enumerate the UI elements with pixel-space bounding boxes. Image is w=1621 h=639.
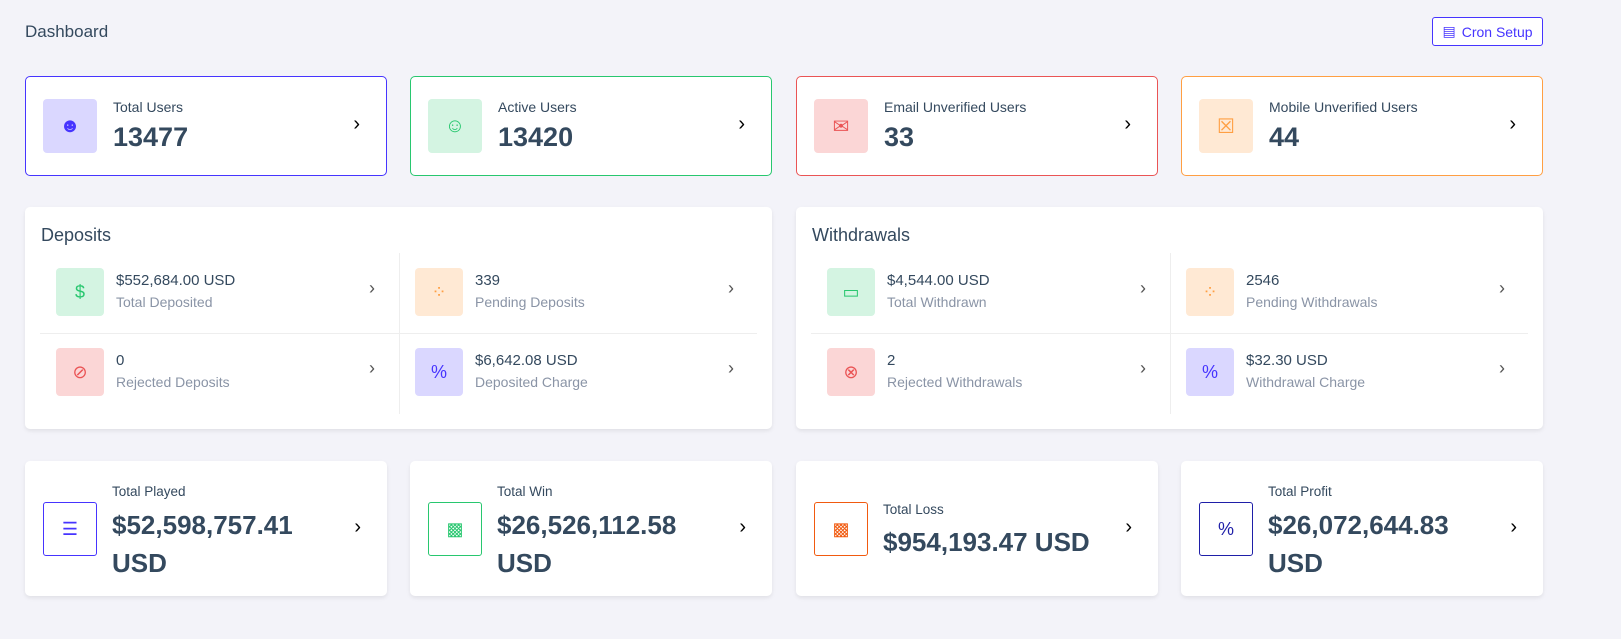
game-stat-card[interactable]: ▩ Total Loss $954,193.47 USD ›: [796, 461, 1158, 596]
stat-value: $954,193.47 USD: [883, 527, 1090, 557]
user-stat-card[interactable]: ✉ Email Unverified Users 33 ›: [796, 76, 1158, 176]
withdrawals-stat-item[interactable]: ▭ $4,544.00 USD Total Withdrawn ›: [811, 253, 1170, 333]
withdrawals-stat-item[interactable]: ⊗ 2 Rejected Withdrawals ›: [811, 333, 1170, 413]
user-stat-card[interactable]: ☒ Mobile Unverified Users 44 ›: [1181, 76, 1543, 176]
deposits-stat-item[interactable]: ⁘ 339 Pending Deposits ›: [399, 253, 758, 333]
stat-label: Total Loss: [883, 502, 944, 517]
chevron-right-icon[interactable]: ›: [369, 358, 375, 378]
chevron-right-icon[interactable]: ›: [1140, 358, 1146, 378]
chevron-right-icon[interactable]: ›: [728, 358, 734, 378]
stat-label: Total Deposited: [116, 294, 213, 310]
withdrawals-stat-item[interactable]: % $32.30 USD Withdrawal Charge ›: [1170, 333, 1529, 413]
percent-icon: %: [1186, 348, 1234, 396]
chevron-right-icon[interactable]: ›: [739, 516, 746, 538]
envelope-icon: ✉: [814, 99, 868, 153]
stat-value: 2: [887, 352, 896, 369]
chevron-right-icon[interactable]: ›: [728, 278, 734, 298]
stat-value: 13420: [498, 122, 574, 152]
deposits-stat-item[interactable]: $ $552,684.00 USD Total Deposited ›: [40, 253, 399, 333]
deposits-panel: Deposits $ $552,684.00 USD Total Deposited ›…: [25, 207, 772, 429]
stat-label: Pending Deposits: [475, 294, 585, 310]
stat-label: Total Profit: [1268, 484, 1332, 499]
cron-setup-label: Cron Setup: [1461, 23, 1533, 40]
stat-value: 44: [1269, 122, 1300, 152]
stat-label: Active Users: [498, 99, 577, 115]
chevron-right-icon[interactable]: ›: [738, 113, 745, 135]
times-circle-icon: ⊗: [827, 348, 875, 396]
divider: [40, 333, 757, 334]
stat-value: 339: [475, 272, 501, 289]
stat-label: Pending Withdrawals: [1246, 294, 1378, 310]
user-stat-card[interactable]: ☻ Total Users 13477 ›: [25, 76, 387, 176]
chevron-right-icon[interactable]: ›: [1499, 278, 1505, 298]
chevron-right-icon[interactable]: ›: [1140, 278, 1146, 298]
stat-value: $26,526,112.58 USD: [497, 510, 677, 578]
stat-label: Mobile Unverified Users: [1269, 99, 1418, 115]
game-stat-card[interactable]: % Total Profit $26,072,644.83 USD ›: [1181, 461, 1543, 596]
stat-label: Withdrawal Charge: [1246, 374, 1366, 390]
chevron-right-icon[interactable]: ›: [353, 113, 360, 135]
divider: [811, 333, 1528, 334]
money-bill-icon: ▩: [428, 502, 482, 556]
stat-value: $4,544.00 USD: [887, 272, 990, 289]
ban-icon: ⊘: [56, 348, 104, 396]
stat-value: 2546: [1246, 272, 1280, 289]
stat-label: Total Played: [112, 484, 186, 499]
stat-label: Rejected Withdrawals: [887, 374, 1023, 390]
stat-value: 13477: [113, 122, 189, 152]
stat-label: Total Withdrawn: [887, 294, 987, 310]
stat-value: $26,072,644.83 USD: [1268, 510, 1449, 578]
withdrawals-title: Withdrawals: [812, 225, 911, 245]
chevron-right-icon[interactable]: ›: [354, 516, 361, 538]
stat-value: 0: [116, 352, 125, 369]
page-title: Dashboard: [25, 22, 109, 41]
money-bill-icon: ▩: [814, 502, 868, 556]
stat-value: $52,598,757.41 USD: [112, 510, 293, 578]
game-stat-card[interactable]: ☰ Total Played $52,598,757.41 USD ›: [25, 461, 387, 596]
list-icon: ☰: [43, 502, 97, 556]
chevron-right-icon[interactable]: ›: [1499, 358, 1505, 378]
chevron-right-icon[interactable]: ›: [1510, 516, 1517, 538]
hand-dollar-icon: $: [56, 268, 104, 316]
withdrawals-stat-item[interactable]: ⁘ 2546 Pending Withdrawals ›: [1170, 253, 1529, 333]
comment-slash-icon: ☒: [1199, 99, 1253, 153]
stat-value: $32.30 USD: [1246, 352, 1328, 369]
stat-label: Deposited Charge: [475, 374, 588, 390]
withdrawals-panel: Withdrawals ▭ $4,544.00 USD Total Withdrawn…: [796, 207, 1543, 429]
deposits-stat-item[interactable]: % $6,642.08 USD Deposited Charge ›: [399, 333, 758, 413]
chevron-right-icon[interactable]: ›: [1125, 516, 1132, 538]
stat-label: Email Unverified Users: [884, 99, 1027, 115]
divider: [1170, 253, 1171, 414]
chevron-right-icon[interactable]: ›: [369, 278, 375, 298]
credit-card-icon: ▭: [827, 268, 875, 316]
stat-value: 33: [884, 122, 915, 152]
stat-label: Total Win: [497, 484, 553, 499]
percent-icon: %: [1199, 502, 1253, 556]
users-icon: ☻: [43, 99, 97, 153]
deposits-stat-item[interactable]: ⊘ 0 Rejected Deposits ›: [40, 333, 399, 413]
cron-setup-button[interactable]: ▤ Cron Setup: [1432, 17, 1543, 46]
user-check-icon: ☺: [428, 99, 482, 153]
game-stat-card[interactable]: ▩ Total Win $26,526,112.58 USD ›: [410, 461, 772, 596]
spinner-icon: ⁘: [1186, 268, 1234, 316]
chevron-right-icon[interactable]: ›: [1509, 113, 1516, 135]
stat-label: Rejected Deposits: [116, 374, 230, 390]
spinner-icon: ⁘: [415, 268, 463, 316]
deposits-title: Deposits: [41, 225, 112, 245]
server-icon: ▤: [1442, 23, 1456, 39]
stat-value: $552,684.00 USD: [116, 272, 236, 289]
percent-icon: %: [415, 348, 463, 396]
user-stat-card[interactable]: ☺ Active Users 13420 ›: [410, 76, 772, 176]
stat-value: $6,642.08 USD: [475, 352, 578, 369]
chevron-right-icon[interactable]: ›: [1124, 113, 1131, 135]
divider: [399, 253, 400, 414]
stat-label: Total Users: [113, 99, 184, 115]
